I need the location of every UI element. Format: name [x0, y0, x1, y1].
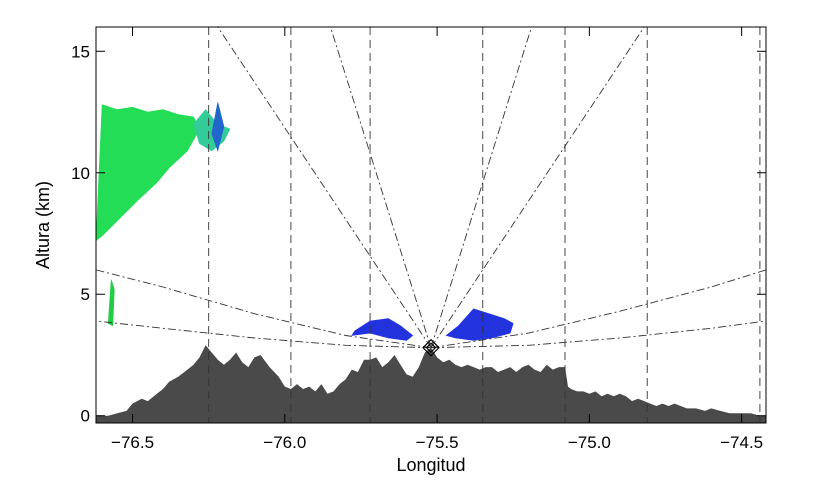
- y-tick-label-0: 0: [81, 407, 90, 426]
- beam-line-3: [430, 27, 645, 348]
- x-tick-label-0: −76.5: [111, 433, 154, 452]
- echo-region-0: [96, 104, 200, 242]
- plot-content: [96, 27, 766, 423]
- y-axis-title: Altura (km): [33, 181, 53, 269]
- x-axis-title: Longitud: [396, 455, 465, 475]
- x-tick-label-3: −75.0: [568, 433, 611, 452]
- axes: −76.5 −76.0 −75.5 −75.0 −74.5 0 5 10 15: [71, 27, 766, 452]
- y-tick-label-2: 10: [71, 164, 90, 183]
- beam-curve-3: [430, 320, 766, 349]
- x-tick-label-4: −74.5: [720, 433, 763, 452]
- y-tick-label-3: 15: [71, 42, 90, 61]
- beam-line-2: [430, 27, 532, 348]
- beam-curve-0: [96, 269, 432, 349]
- x-tick-label-2: −75.5: [416, 433, 459, 452]
- echo-region-3: [107, 279, 115, 327]
- echo-region-5: [445, 308, 514, 341]
- plot-layers: [96, 27, 766, 423]
- beam-line-1: [217, 27, 432, 348]
- echo-region-4: [351, 318, 414, 341]
- beam-line-0: [330, 27, 432, 348]
- x-tick-label-1: −76.0: [263, 433, 306, 452]
- beam-curve-1: [96, 320, 432, 349]
- terrain-area: [96, 345, 766, 423]
- y-tick-label-1: 5: [81, 285, 90, 304]
- radar-marker-outer: [422, 338, 440, 357]
- radar-marker-inner: [425, 342, 437, 354]
- echo-region-1: [193, 109, 231, 152]
- beam-curve-2: [430, 269, 766, 349]
- plot-frame: [95, 26, 767, 424]
- echo-region-2: [211, 102, 225, 152]
